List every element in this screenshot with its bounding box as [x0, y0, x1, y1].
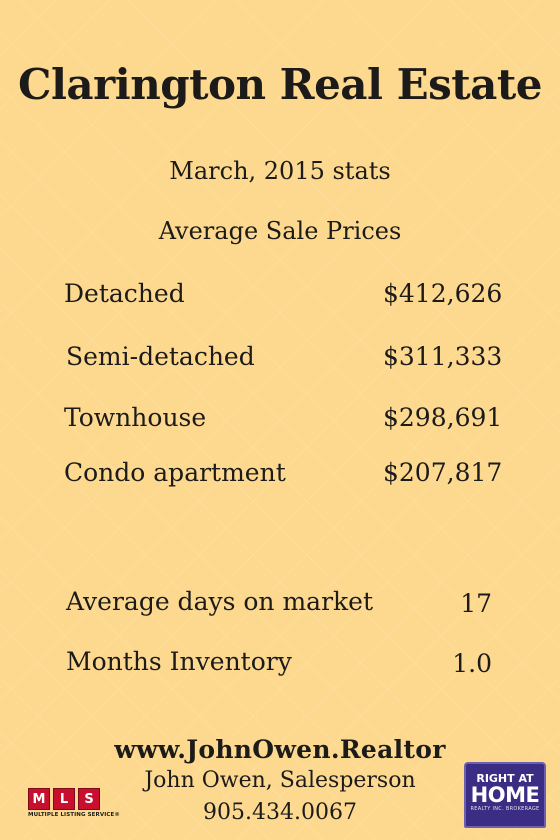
page-title: Clarington Real Estate — [18, 60, 542, 109]
brokerage-logo-line3: REALTY INC. BROKERAGE — [470, 806, 540, 812]
price-value-townhouse: $298,691 — [383, 403, 503, 432]
phone-number[interactable]: 905.434.0067 — [203, 800, 357, 825]
stat-label-months-inventory: Months Inventory — [66, 647, 292, 676]
mls-letter-s: S — [78, 788, 100, 810]
stat-value-days-on-market: 17 — [460, 589, 492, 618]
mls-letter-l: L — [53, 788, 75, 810]
website-link[interactable]: www.JohnOwen.Realtor — [114, 735, 446, 764]
mls-caption: MULTIPLE LISTING SERVICE® — [28, 812, 120, 818]
price-value-semi-detached: $311,333 — [383, 342, 503, 371]
stat-label-days-on-market: Average days on market — [66, 587, 374, 616]
price-label-townhouse: Townhouse — [64, 403, 207, 432]
mls-letter-m: M — [28, 788, 50, 810]
price-label-condo: Condo apartment — [64, 458, 286, 487]
stat-value-months-inventory: 1.0 — [452, 649, 492, 678]
mls-logo: M L S MULTIPLE LISTING SERVICE® — [28, 788, 120, 824]
brokerage-logo-line2: HOME — [470, 783, 540, 807]
price-label-detached: Detached — [64, 279, 185, 308]
brokerage-logo-line1: RIGHT AT — [476, 772, 534, 785]
agent-name: John Owen, Salesperson — [144, 768, 416, 793]
section-heading: Average Sale Prices — [158, 217, 402, 245]
price-value-condo: $207,817 — [383, 458, 503, 487]
price-label-semi-detached: Semi-detached — [66, 342, 255, 371]
brokerage-logo: RIGHT AT HOME REALTY INC. BROKERAGE — [464, 762, 546, 828]
price-value-detached: $412,626 — [383, 279, 503, 308]
stats-period: March, 2015 stats — [169, 157, 391, 185]
